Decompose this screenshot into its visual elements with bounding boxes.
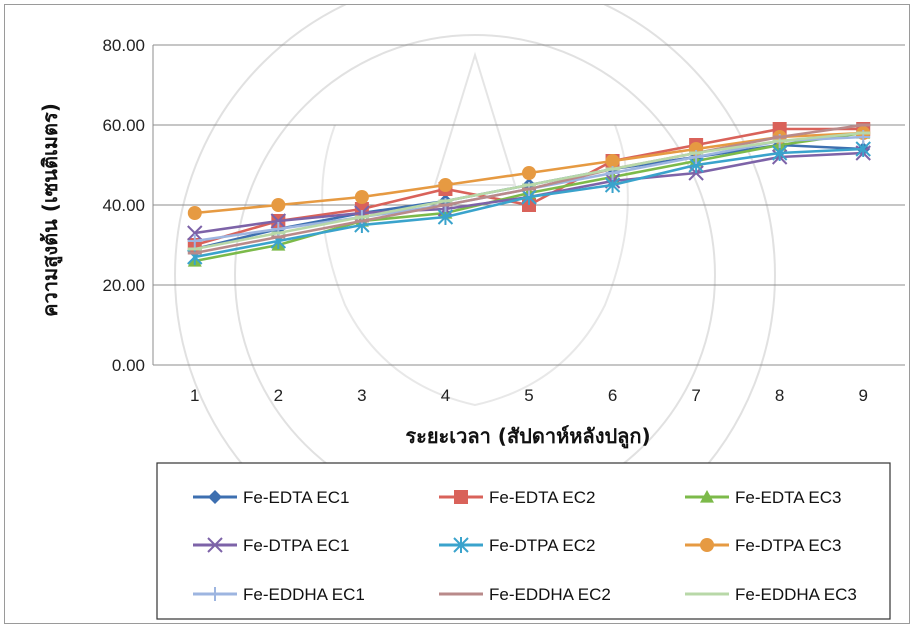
data-point (605, 154, 620, 168)
legend-entry: Fe-EDDHA EC2 (439, 585, 611, 604)
legend-label: Fe-EDDHA EC1 (243, 585, 365, 604)
y-tick-label: 40.00 (102, 196, 145, 215)
series-fe-eddha-ec3 (187, 131, 871, 251)
x-tick-label: 2 (274, 386, 283, 405)
x-axis-title: ระยะเวลา (สัปดาห์หลังปลูก) (405, 424, 650, 450)
legend-label: Fe-EDDHA EC3 (735, 585, 857, 604)
legend-entry: Fe-DTPA EC2 (439, 536, 595, 555)
x-tick-label: 7 (691, 386, 700, 405)
chart: 0.00 20.00 40.00 60.00 80.00 1 2 3 4 5 6 7 8 9 ความส… (38, 5, 905, 620)
legend-entry: Fe-EDTA EC1 (193, 488, 349, 507)
data-point (187, 225, 203, 241)
data-point (522, 166, 536, 180)
y-tick-label: 20.00 (102, 276, 145, 295)
legend-entry: Fe-EDDHA EC3 (685, 585, 857, 604)
data-point (438, 178, 453, 192)
legend-marker (454, 490, 468, 504)
x-tick-label: 6 (608, 386, 617, 405)
data-point (187, 206, 202, 220)
x-tick-label: 4 (441, 386, 450, 405)
y-axis: 0.00 20.00 40.00 60.00 80.00 (102, 36, 154, 375)
chart-frame: 0.00 20.00 40.00 60.00 80.00 1 2 3 4 5 6 7 8 9 ความส… (4, 4, 910, 624)
y-tick-label: 0.00 (112, 356, 145, 375)
data-point (187, 234, 202, 248)
x-tick-label: 3 (357, 386, 366, 405)
x-tick-label: 8 (775, 386, 784, 405)
legend-entry: Fe-DTPA EC1 (193, 536, 349, 555)
legend-label: Fe-DTPA EC3 (735, 536, 841, 555)
y-tick-label: 80.00 (102, 36, 145, 55)
data-point (271, 198, 286, 212)
legend-entries: Fe-EDTA EC1 Fe-EDTA EC2 Fe-EDTA EC3 Fe-DTPA… (193, 488, 857, 604)
legend-marker (208, 587, 222, 601)
data-point (270, 213, 287, 229)
legend-label: Fe-EDTA EC1 (243, 488, 349, 507)
legend-entry: Fe-EDTA EC2 (439, 488, 595, 507)
legend-marker (208, 490, 222, 504)
data-point (354, 190, 369, 204)
legend-entry: Fe-EDDHA EC1 (193, 585, 365, 604)
y-axis-title: ความสูงต้น (เซนติเมตร) (38, 103, 64, 317)
x-tick-label: 9 (858, 386, 867, 405)
x-tick-label: 5 (524, 386, 533, 405)
legend-label: Fe-EDDHA EC2 (489, 585, 611, 604)
legend-label: Fe-DTPA EC1 (243, 536, 349, 555)
legend-marker (453, 537, 469, 553)
legend-marker (207, 537, 223, 553)
legend-label: Fe-EDTA EC2 (489, 488, 595, 507)
x-axis: 1 2 3 4 5 6 7 8 9 (190, 386, 868, 405)
series-lines (187, 122, 871, 267)
legend: Fe-EDTA EC1 Fe-EDTA EC2 Fe-EDTA EC3 Fe-DTPA… (156, 462, 891, 620)
x-tick-label: 1 (190, 386, 199, 405)
legend-marker (700, 490, 714, 503)
legend-label: Fe-DTPA EC2 (489, 536, 595, 555)
legend-label: Fe-EDTA EC3 (735, 488, 841, 507)
legend-entry: Fe-EDTA EC3 (685, 488, 841, 507)
y-tick-label: 60.00 (102, 116, 145, 135)
legend-entry: Fe-DTPA EC3 (685, 536, 841, 555)
legend-box (156, 462, 891, 620)
legend-marker (700, 538, 714, 552)
